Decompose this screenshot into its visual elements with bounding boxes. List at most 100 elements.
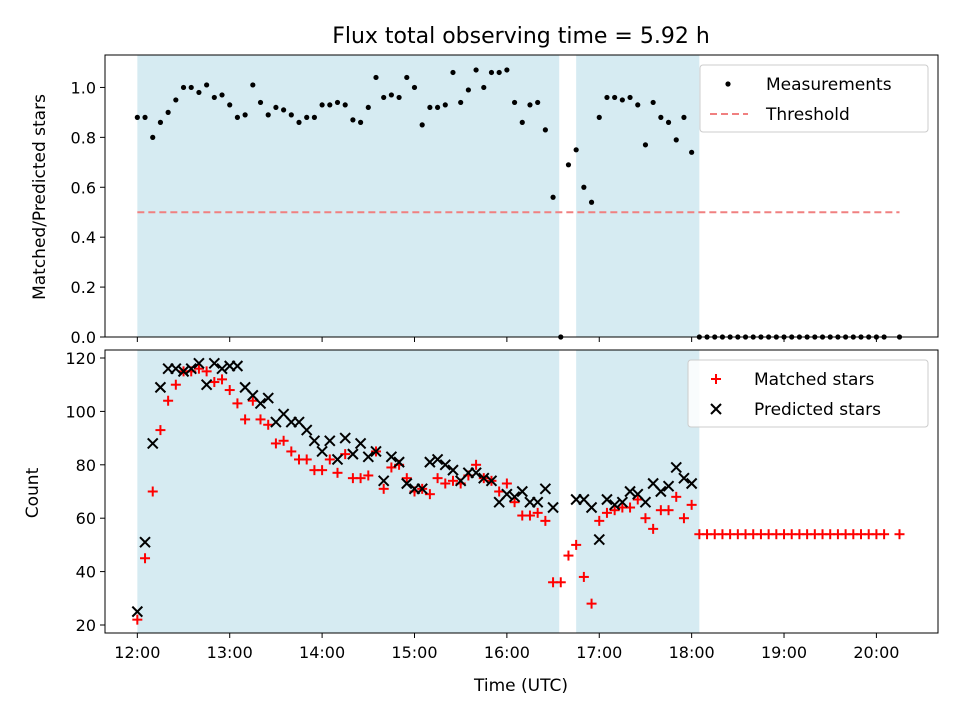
top-y-tick-label: 0.2	[71, 278, 96, 297]
data-point	[257, 99, 264, 106]
data-point	[531, 496, 544, 508]
data-point	[581, 184, 587, 190]
bottom-y-axis-label: Count	[23, 467, 43, 518]
data-point	[263, 419, 274, 430]
data-point	[324, 435, 336, 447]
data-point	[563, 550, 574, 561]
bottom-axes-frame	[104, 349, 939, 634]
data-point	[662, 480, 675, 492]
bottom-shaded-interval-0	[137, 350, 560, 633]
data-point	[370, 445, 382, 458]
data-point	[316, 445, 328, 458]
data-point	[642, 142, 649, 148]
data-point	[578, 571, 589, 582]
data-point	[193, 363, 204, 374]
data-point	[204, 82, 210, 88]
top-shaded-interval-0	[137, 55, 560, 337]
data-point	[350, 117, 356, 123]
data-point	[555, 577, 566, 588]
data-point	[150, 134, 156, 140]
top-y-tick-label: 0.4	[71, 228, 96, 247]
data-point	[234, 114, 241, 120]
bottom-y-tick-label: 20	[76, 616, 96, 635]
x-tick-label: 16:00	[484, 643, 530, 662]
data-point	[170, 362, 182, 375]
data-point	[471, 459, 482, 470]
data-point	[362, 451, 375, 463]
data-point	[573, 147, 579, 153]
data-point	[627, 94, 633, 101]
data-point	[262, 392, 274, 404]
data-point	[208, 357, 221, 370]
data-point	[612, 94, 618, 101]
data-point	[304, 114, 310, 120]
legend-label: Measurements	[766, 75, 892, 95]
data-point	[473, 67, 479, 73]
top-axes-frame	[104, 54, 939, 338]
data-point	[211, 94, 217, 101]
top-y-tick-label: 0.0	[71, 328, 96, 347]
data-point	[565, 162, 572, 168]
data-point	[377, 475, 390, 487]
data-point	[532, 507, 543, 518]
data-point	[354, 437, 367, 450]
data-point	[401, 477, 413, 490]
data-point	[635, 102, 641, 108]
bottom-y-tick-label: 60	[76, 509, 96, 528]
data-point	[450, 69, 456, 76]
data-point	[648, 523, 659, 534]
data-point	[404, 74, 410, 81]
data-point	[401, 473, 412, 484]
data-point	[504, 67, 510, 73]
data-point	[216, 362, 228, 375]
data-point	[440, 478, 451, 489]
x-tick-label: 19:00	[761, 643, 807, 662]
data-point	[188, 84, 194, 91]
data-point	[396, 94, 402, 101]
bottom-y-tick-label: 120	[65, 349, 96, 368]
top-shaded-interval-1	[576, 55, 700, 337]
data-point	[527, 102, 533, 108]
data-point	[219, 92, 225, 98]
data-point	[373, 74, 379, 81]
data-point	[132, 614, 143, 625]
data-point	[685, 477, 698, 490]
data-point	[201, 366, 212, 377]
data-point	[894, 529, 905, 540]
data-point	[550, 194, 556, 200]
data-point	[601, 507, 612, 518]
data-point	[278, 435, 289, 446]
data-point	[331, 453, 344, 466]
data-point	[247, 395, 258, 406]
data-point	[419, 122, 425, 128]
data-point	[270, 438, 281, 449]
data-point	[535, 99, 541, 106]
top-panel: 0.0 0.2 0.4 0.6 0.8 1.0 Measurements Threshold	[71, 54, 939, 347]
legend-marker	[725, 81, 731, 87]
data-point	[157, 119, 164, 125]
legend-box	[699, 64, 929, 133]
data-point	[442, 102, 448, 108]
data-point	[501, 488, 513, 500]
data-point	[511, 99, 518, 106]
top-y-tick-label: 0.8	[71, 128, 96, 147]
x-tick-label: 15:00	[391, 643, 437, 662]
data-point	[411, 84, 418, 91]
data-point	[154, 381, 167, 394]
data-point	[609, 505, 620, 516]
legend-marker	[711, 374, 721, 384]
data-point	[185, 362, 197, 375]
data-point	[281, 107, 287, 113]
data-point	[300, 424, 313, 436]
data-point	[663, 505, 674, 516]
data-point	[588, 199, 595, 205]
data-point	[447, 475, 458, 486]
data-point	[465, 87, 471, 93]
top-y-tick-label: 1.0	[71, 78, 96, 97]
data-point	[265, 112, 271, 118]
top-legend: Measurements Threshold	[699, 64, 929, 133]
data-point	[231, 360, 244, 372]
data-point	[681, 114, 687, 120]
legend-label: Matched stars	[754, 370, 874, 390]
